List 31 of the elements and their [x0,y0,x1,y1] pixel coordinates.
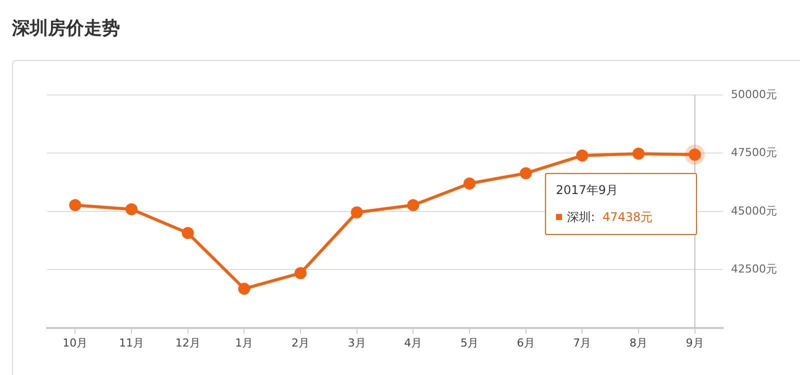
x-tick-label: 2月 [292,336,310,350]
y-tick-label: 50000元 [731,88,777,101]
x-tick-label: 4月 [404,336,422,350]
point [238,282,250,295]
point [350,206,363,218]
annotation: 2017年9月 [556,182,620,199]
point [576,150,588,162]
x-tick-label: 10月 [62,336,88,350]
x-tick-label: 9月 [686,336,704,350]
point [407,199,420,212]
point [182,227,194,240]
x-tick-label: 8月 [630,336,648,350]
x-tick-label: 3月 [348,336,366,350]
y-tick-label: 45000元 [731,204,777,218]
x-tick-label: 5月 [460,336,478,350]
tooltip-box: 2017年9月 深圳: 47438元 [544,172,697,235]
annotation: 深圳: 47438元 [566,208,653,226]
x-tick-label: 11月 [119,336,144,350]
x-tick-label: 6月 [516,336,535,350]
x-tick-label: 1月 [235,336,254,350]
point [464,177,476,190]
point [520,167,532,180]
y-tick-label: 42500元 [731,262,777,276]
point [632,148,644,160]
chart-title: 深圳房价走势 [12,17,120,40]
point [126,203,138,216]
x-tick-label: 7月 [573,336,592,350]
x-tick-label: 12月 [175,336,200,350]
point [294,267,306,280]
point [69,199,82,212]
y-tick-label: 47500元 [731,146,777,160]
